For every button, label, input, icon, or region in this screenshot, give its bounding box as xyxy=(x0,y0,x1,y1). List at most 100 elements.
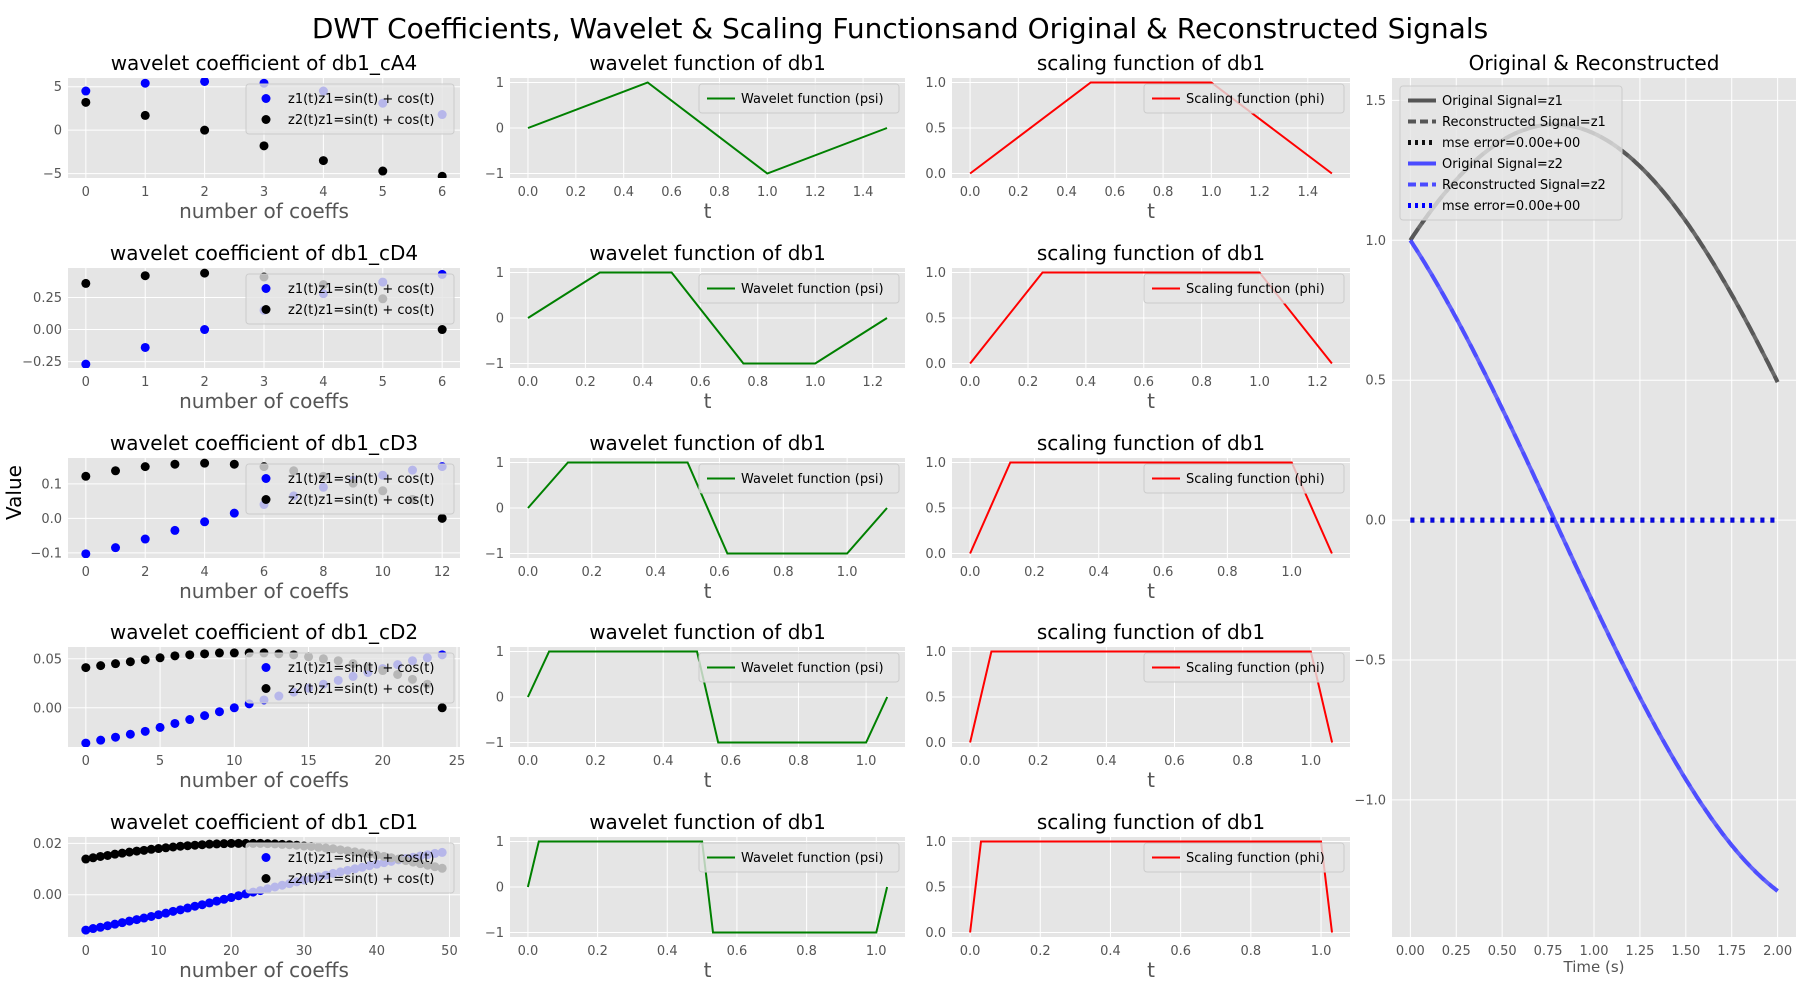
x-tick-label: 0.0 xyxy=(960,565,981,580)
legend: z1(t)z1=sin(t) + cos(t) z2(t)z1=sin(t) + … xyxy=(245,83,455,135)
x-axis-label: t xyxy=(704,768,712,792)
data-point xyxy=(437,171,447,178)
legend-label: Reconstructed Signal=z1 xyxy=(1442,115,1606,130)
x-tick-label: 0.8 xyxy=(1217,565,1238,580)
x-tick-label: 3 xyxy=(260,375,268,390)
x-tick-label: 0.2 xyxy=(1030,944,1051,959)
y-tick-label: 1.0 xyxy=(1365,234,1386,249)
data-point xyxy=(229,508,239,518)
x-tick-label: 0.25 xyxy=(1442,944,1471,959)
data-point xyxy=(170,525,180,535)
data-point xyxy=(437,703,447,713)
data-point xyxy=(81,97,91,107)
chart-scaling_1: 0.0 0.2 0.4 0.6 0.8 1.0 1.2 1.4 0.0 0.5 1.0 scaling… xyxy=(925,51,1350,223)
chart-title: wavelet coefficient of db1_cD2 xyxy=(110,620,418,644)
x-tick-label: 0 xyxy=(82,754,90,769)
x-tick-label: 0.2 xyxy=(1024,565,1045,580)
y-tick-label: −1 xyxy=(485,357,504,372)
legend-label: Scaling function (phi) xyxy=(1186,282,1325,297)
data-point xyxy=(96,661,106,671)
x-tick-label: 0.2 xyxy=(1008,185,1029,200)
data-point xyxy=(200,325,210,335)
chart-title: Original & Reconstructed xyxy=(1469,51,1720,75)
x-tick-label: 40 xyxy=(368,944,385,959)
y-tick-label: 0 xyxy=(496,312,504,327)
legend: Scaling function (phi) xyxy=(1143,463,1345,494)
x-tick-label: 0.6 xyxy=(1164,754,1185,769)
chart-title: wavelet coefficient of db1_cD1 xyxy=(110,810,418,834)
x-tick-label: 0.8 xyxy=(773,565,794,580)
data-point xyxy=(155,653,165,663)
x-tick-label: 0.2 xyxy=(587,944,608,959)
x-tick-label: 0.6 xyxy=(1153,565,1174,580)
data-point xyxy=(200,268,210,278)
chart-coeff_cD4: 0 1 2 3 4 5 6 −0.25 0.00 0.25 wavelet coefficient … xyxy=(22,241,460,413)
legend-marker xyxy=(261,663,271,672)
legend-marker xyxy=(261,495,271,504)
data-point xyxy=(214,648,224,658)
chart-title: scaling function of db1 xyxy=(1037,810,1265,834)
data-point xyxy=(437,513,447,523)
legend-box xyxy=(698,652,900,683)
x-tick-label: 1.0 xyxy=(1311,944,1332,959)
legend-box xyxy=(245,463,455,515)
legend-label: Wavelet function (psi) xyxy=(741,661,884,676)
data-point xyxy=(185,715,195,725)
legend-box xyxy=(1143,273,1345,304)
legend-marker xyxy=(261,94,271,103)
x-tick-label: 0.0 xyxy=(960,185,981,200)
x-tick-label: 2 xyxy=(200,375,208,390)
chart-scaling_3: 0.0 0.2 0.4 0.6 0.8 1.0 0.0 0.5 1.0 scaling funct… xyxy=(925,431,1350,603)
x-tick-label: 0.6 xyxy=(1133,375,1154,390)
x-tick-label: 6 xyxy=(260,565,268,580)
legend-label: z1(t)z1=sin(t) + cos(t) xyxy=(288,92,434,107)
data-point xyxy=(81,278,91,288)
legend: Scaling function (phi) xyxy=(1143,273,1345,304)
x-tick-label: 10 xyxy=(150,944,167,959)
data-point xyxy=(183,841,193,851)
y-tick-label: 0.00 xyxy=(33,323,62,338)
data-point xyxy=(95,922,105,932)
x-tick-label: 0.2 xyxy=(565,185,586,200)
legend-label: Reconstructed Signal=z2 xyxy=(1442,178,1606,193)
y-tick-label: 0.0 xyxy=(925,736,946,751)
data-point xyxy=(197,840,207,850)
data-point xyxy=(124,847,134,857)
x-tick-label: 0.6 xyxy=(661,185,682,200)
y-tick-label: 0 xyxy=(496,502,504,517)
chart-coeff_cD3: 0 2 4 6 8 10 12 −0.1 0.0 0.1 wavelet coefficient o… xyxy=(30,431,460,603)
x-tick-label: 0.6 xyxy=(1104,185,1125,200)
data-point xyxy=(140,110,150,120)
x-tick-label: 1.0 xyxy=(805,375,826,390)
data-point xyxy=(125,729,135,739)
x-tick-label: 6 xyxy=(438,185,446,200)
x-tick-label: 1.25 xyxy=(1625,944,1654,959)
x-tick-label: 0.4 xyxy=(1088,565,1109,580)
data-point xyxy=(124,916,134,926)
legend-label: Scaling function (phi) xyxy=(1186,661,1325,676)
legend-box xyxy=(698,842,900,873)
x-axis-label: t xyxy=(1147,389,1155,413)
data-point xyxy=(140,462,150,472)
x-tick-label: 0.8 xyxy=(1153,185,1174,200)
x-tick-label: 1.2 xyxy=(1307,375,1328,390)
legend-box xyxy=(698,83,900,114)
x-tick-label: 2 xyxy=(141,565,149,580)
data-point xyxy=(318,156,328,166)
x-axis-label: number of coeffs xyxy=(179,199,349,223)
data-point xyxy=(140,534,150,544)
legend-marker xyxy=(261,115,271,124)
data-point xyxy=(170,718,180,728)
data-point xyxy=(234,891,244,901)
data-point xyxy=(226,838,236,848)
legend: Scaling function (phi) xyxy=(1143,83,1345,114)
legend-label: Wavelet function (psi) xyxy=(741,851,884,866)
data-point xyxy=(81,854,91,864)
legend: Scaling function (phi) xyxy=(1143,842,1345,873)
data-point xyxy=(204,839,214,849)
legend-box xyxy=(245,652,455,704)
data-point xyxy=(200,649,210,659)
data-point xyxy=(88,853,98,863)
chart-title: scaling function of db1 xyxy=(1037,241,1265,265)
